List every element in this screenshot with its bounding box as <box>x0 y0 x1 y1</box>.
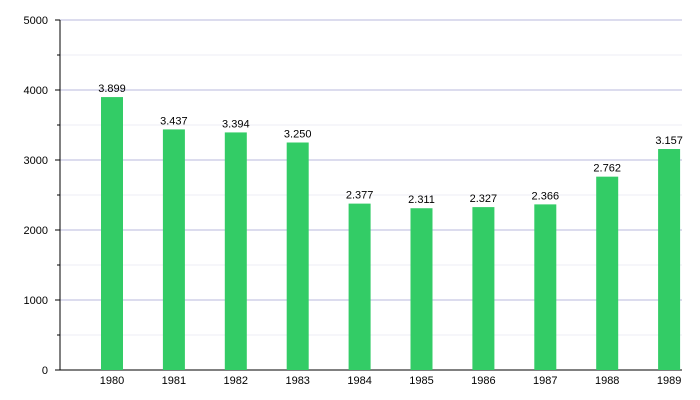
data-label: 2.762 <box>593 163 621 175</box>
data-label: 3.394 <box>222 118 250 130</box>
x-tick-label: 1982 <box>224 375 248 387</box>
x-tick-label: 1986 <box>471 375 495 387</box>
data-label: 3.157 <box>655 135 683 147</box>
x-tick-label: 1987 <box>533 375 557 387</box>
data-label: 2.377 <box>346 190 374 202</box>
y-tick-label: 1000 <box>24 295 48 307</box>
y-tick-label: 5000 <box>24 15 48 27</box>
x-tick-label: 1983 <box>285 375 309 387</box>
x-tick-label: 1981 <box>162 375 186 387</box>
bar <box>410 208 433 370</box>
x-tick-label: 1985 <box>409 375 433 387</box>
y-axis-ticks: 0 1000 2000 3000 4000 5000 <box>24 15 60 377</box>
data-label: 2.311 <box>408 194 435 206</box>
x-axis-ticks: 1980 1981 1982 1983 1984 1985 1986 1987 1988 1989 <box>100 375 682 387</box>
data-label: 2.366 <box>532 190 560 202</box>
y-tick-label: 2000 <box>24 225 48 237</box>
x-tick-label: 1989 <box>657 375 681 387</box>
bar <box>596 176 619 370</box>
bar <box>101 97 123 370</box>
bars <box>101 97 681 370</box>
y-tick-label: 0 <box>42 365 48 377</box>
data-label: 2.327 <box>470 193 498 205</box>
data-label: 3.899 <box>98 83 126 95</box>
bar <box>162 129 185 370</box>
grid-lines <box>60 19 682 336</box>
x-tick-label: 1988 <box>595 375 619 387</box>
bar <box>534 204 557 370</box>
bar <box>472 207 495 370</box>
y-tick-label: 4000 <box>24 85 48 97</box>
data-label: 3.437 <box>160 115 188 127</box>
data-labels: 3.899 3.437 3.394 3.250 2.377 2.311 2.327 2.366… <box>98 83 683 206</box>
data-label: 3.250 <box>284 129 312 141</box>
bar <box>286 142 309 370</box>
bar <box>658 149 681 370</box>
y-tick-label: 3000 <box>24 155 48 167</box>
x-tick-label: 1980 <box>100 375 124 387</box>
bar <box>224 132 247 370</box>
x-tick-label: 1984 <box>347 375 371 387</box>
bar <box>348 203 371 370</box>
